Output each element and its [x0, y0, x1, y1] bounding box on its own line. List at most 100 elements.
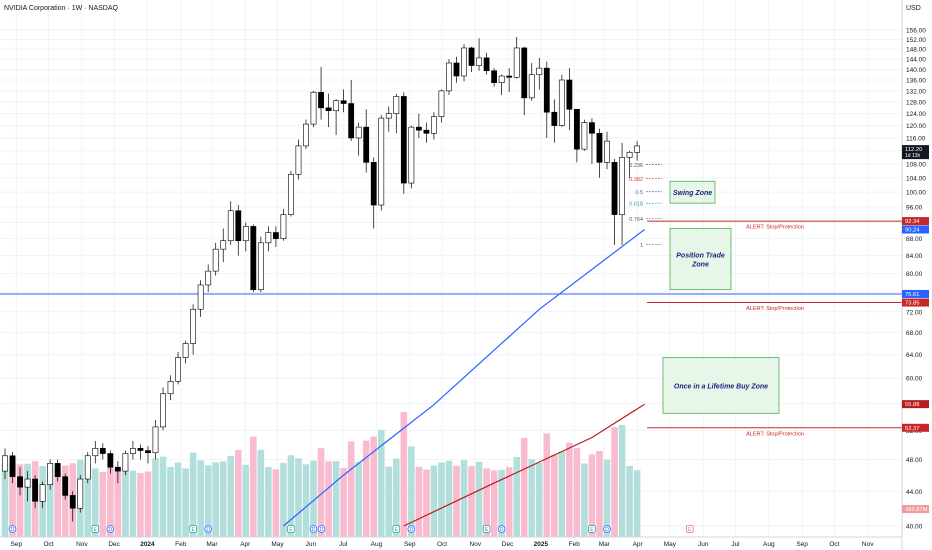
- candle[interactable]: [54, 459, 61, 482]
- time-axis[interactable]: Sep Oct Nov Dec 2024 Feb Mar Apr May Jun Jul Aug Sep…: [11, 541, 875, 548]
- event-marker[interactable]: E: [685, 525, 694, 534]
- candle[interactable]: [438, 89, 445, 123]
- candle[interactable]: [17, 467, 23, 496]
- candle[interactable]: [461, 44, 467, 82]
- candle[interactable]: [498, 74, 505, 96]
- candle[interactable]: [589, 118, 595, 165]
- candle[interactable]: [400, 92, 407, 194]
- candle[interactable]: [348, 80, 355, 142]
- candle[interactable]: [378, 115, 385, 211]
- candle[interactable]: [521, 46, 528, 116]
- candle[interactable]: [634, 141, 640, 161]
- event-marker[interactable]: D: [106, 525, 115, 534]
- candle[interactable]: [333, 99, 339, 135]
- candle[interactable]: [476, 38, 482, 71]
- candle[interactable]: [182, 340, 189, 364]
- candle[interactable]: [197, 280, 204, 317]
- candle[interactable]: [130, 441, 136, 460]
- event-marker[interactable]: D: [8, 525, 17, 534]
- candle[interactable]: [453, 56, 460, 83]
- candle[interactable]: [536, 57, 543, 90]
- candle[interactable]: [513, 37, 520, 79]
- candle[interactable]: [190, 304, 197, 355]
- candle[interactable]: [257, 236, 264, 293]
- candle[interactable]: [506, 68, 513, 93]
- candle[interactable]: [114, 461, 121, 484]
- event-marker[interactable]: E: [189, 525, 197, 534]
- candle[interactable]: [265, 226, 272, 252]
- candle[interactable]: [573, 108, 580, 163]
- candle[interactable]: [220, 228, 227, 263]
- moving-average-line[interactable]: [403, 403, 645, 527]
- candle[interactable]: [9, 452, 16, 484]
- candle[interactable]: [235, 205, 242, 256]
- candle[interactable]: [468, 46, 475, 73]
- candle[interactable]: [626, 150, 633, 178]
- event-marker[interactable]: E: [287, 525, 295, 534]
- candle[interactable]: [99, 443, 106, 460]
- candle[interactable]: [295, 139, 302, 180]
- moving-average-line[interactable]: [283, 229, 645, 527]
- event-marker[interactable]: D: [309, 525, 318, 534]
- candle[interactable]: [566, 68, 573, 131]
- candle[interactable]: [611, 158, 618, 245]
- candle[interactable]: [137, 444, 144, 460]
- candle[interactable]: [370, 157, 377, 229]
- candle[interactable]: [288, 170, 294, 217]
- candle[interactable]: [250, 224, 257, 293]
- candle[interactable]: [2, 448, 8, 480]
- event-marker[interactable]: E: [482, 525, 491, 534]
- candle[interactable]: [415, 113, 422, 138]
- candle[interactable]: [122, 450, 129, 476]
- candle[interactable]: [431, 112, 437, 140]
- candle[interactable]: [242, 222, 249, 252]
- candle[interactable]: [280, 208, 287, 241]
- candle[interactable]: [47, 459, 54, 490]
- candle[interactable]: [227, 201, 234, 245]
- candle[interactable]: [92, 441, 99, 464]
- candle[interactable]: [62, 473, 69, 500]
- candle[interactable]: [69, 491, 76, 522]
- candle[interactable]: [167, 375, 174, 401]
- candle[interactable]: [393, 93, 400, 134]
- event-marker[interactable]: E: [588, 525, 596, 534]
- event-marker[interactable]: D: [603, 525, 611, 534]
- event-marker[interactable]: D: [407, 525, 416, 534]
- candle[interactable]: [355, 122, 362, 156]
- candle[interactable]: [212, 242, 219, 276]
- event-marker[interactable]: E: [91, 525, 100, 534]
- candle[interactable]: [551, 99, 558, 143]
- event-marker[interactable]: D: [204, 525, 212, 534]
- candle[interactable]: [318, 66, 324, 120]
- candle[interactable]: [363, 109, 370, 173]
- candle[interactable]: [408, 125, 415, 189]
- candle[interactable]: [619, 142, 625, 245]
- candle[interactable]: [528, 62, 535, 101]
- candle[interactable]: [303, 119, 309, 150]
- zone-box[interactable]: [662, 357, 780, 414]
- candle[interactable]: [423, 122, 430, 143]
- candle[interactable]: [84, 452, 91, 484]
- candle[interactable]: [310, 90, 317, 128]
- candle[interactable]: [543, 61, 550, 138]
- candle[interactable]: [205, 264, 212, 293]
- candle[interactable]: [77, 475, 84, 513]
- candle[interactable]: [160, 387, 166, 431]
- candle[interactable]: [24, 471, 31, 502]
- candle[interactable]: [145, 446, 151, 464]
- candle[interactable]: [107, 450, 114, 474]
- candle[interactable]: [385, 106, 392, 132]
- candle[interactable]: [340, 89, 347, 113]
- zone-box[interactable]: [669, 180, 716, 204]
- candle[interactable]: [483, 52, 490, 75]
- candle[interactable]: [558, 74, 565, 128]
- candle[interactable]: [325, 93, 332, 128]
- candle[interactable]: [596, 128, 603, 178]
- event-marker[interactable]: D: [497, 525, 506, 534]
- candle[interactable]: [446, 59, 452, 96]
- event-marker[interactable]: D: [317, 525, 326, 534]
- candle[interactable]: [604, 131, 610, 170]
- event-marker[interactable]: E: [392, 525, 401, 534]
- zone-box[interactable]: [669, 228, 732, 291]
